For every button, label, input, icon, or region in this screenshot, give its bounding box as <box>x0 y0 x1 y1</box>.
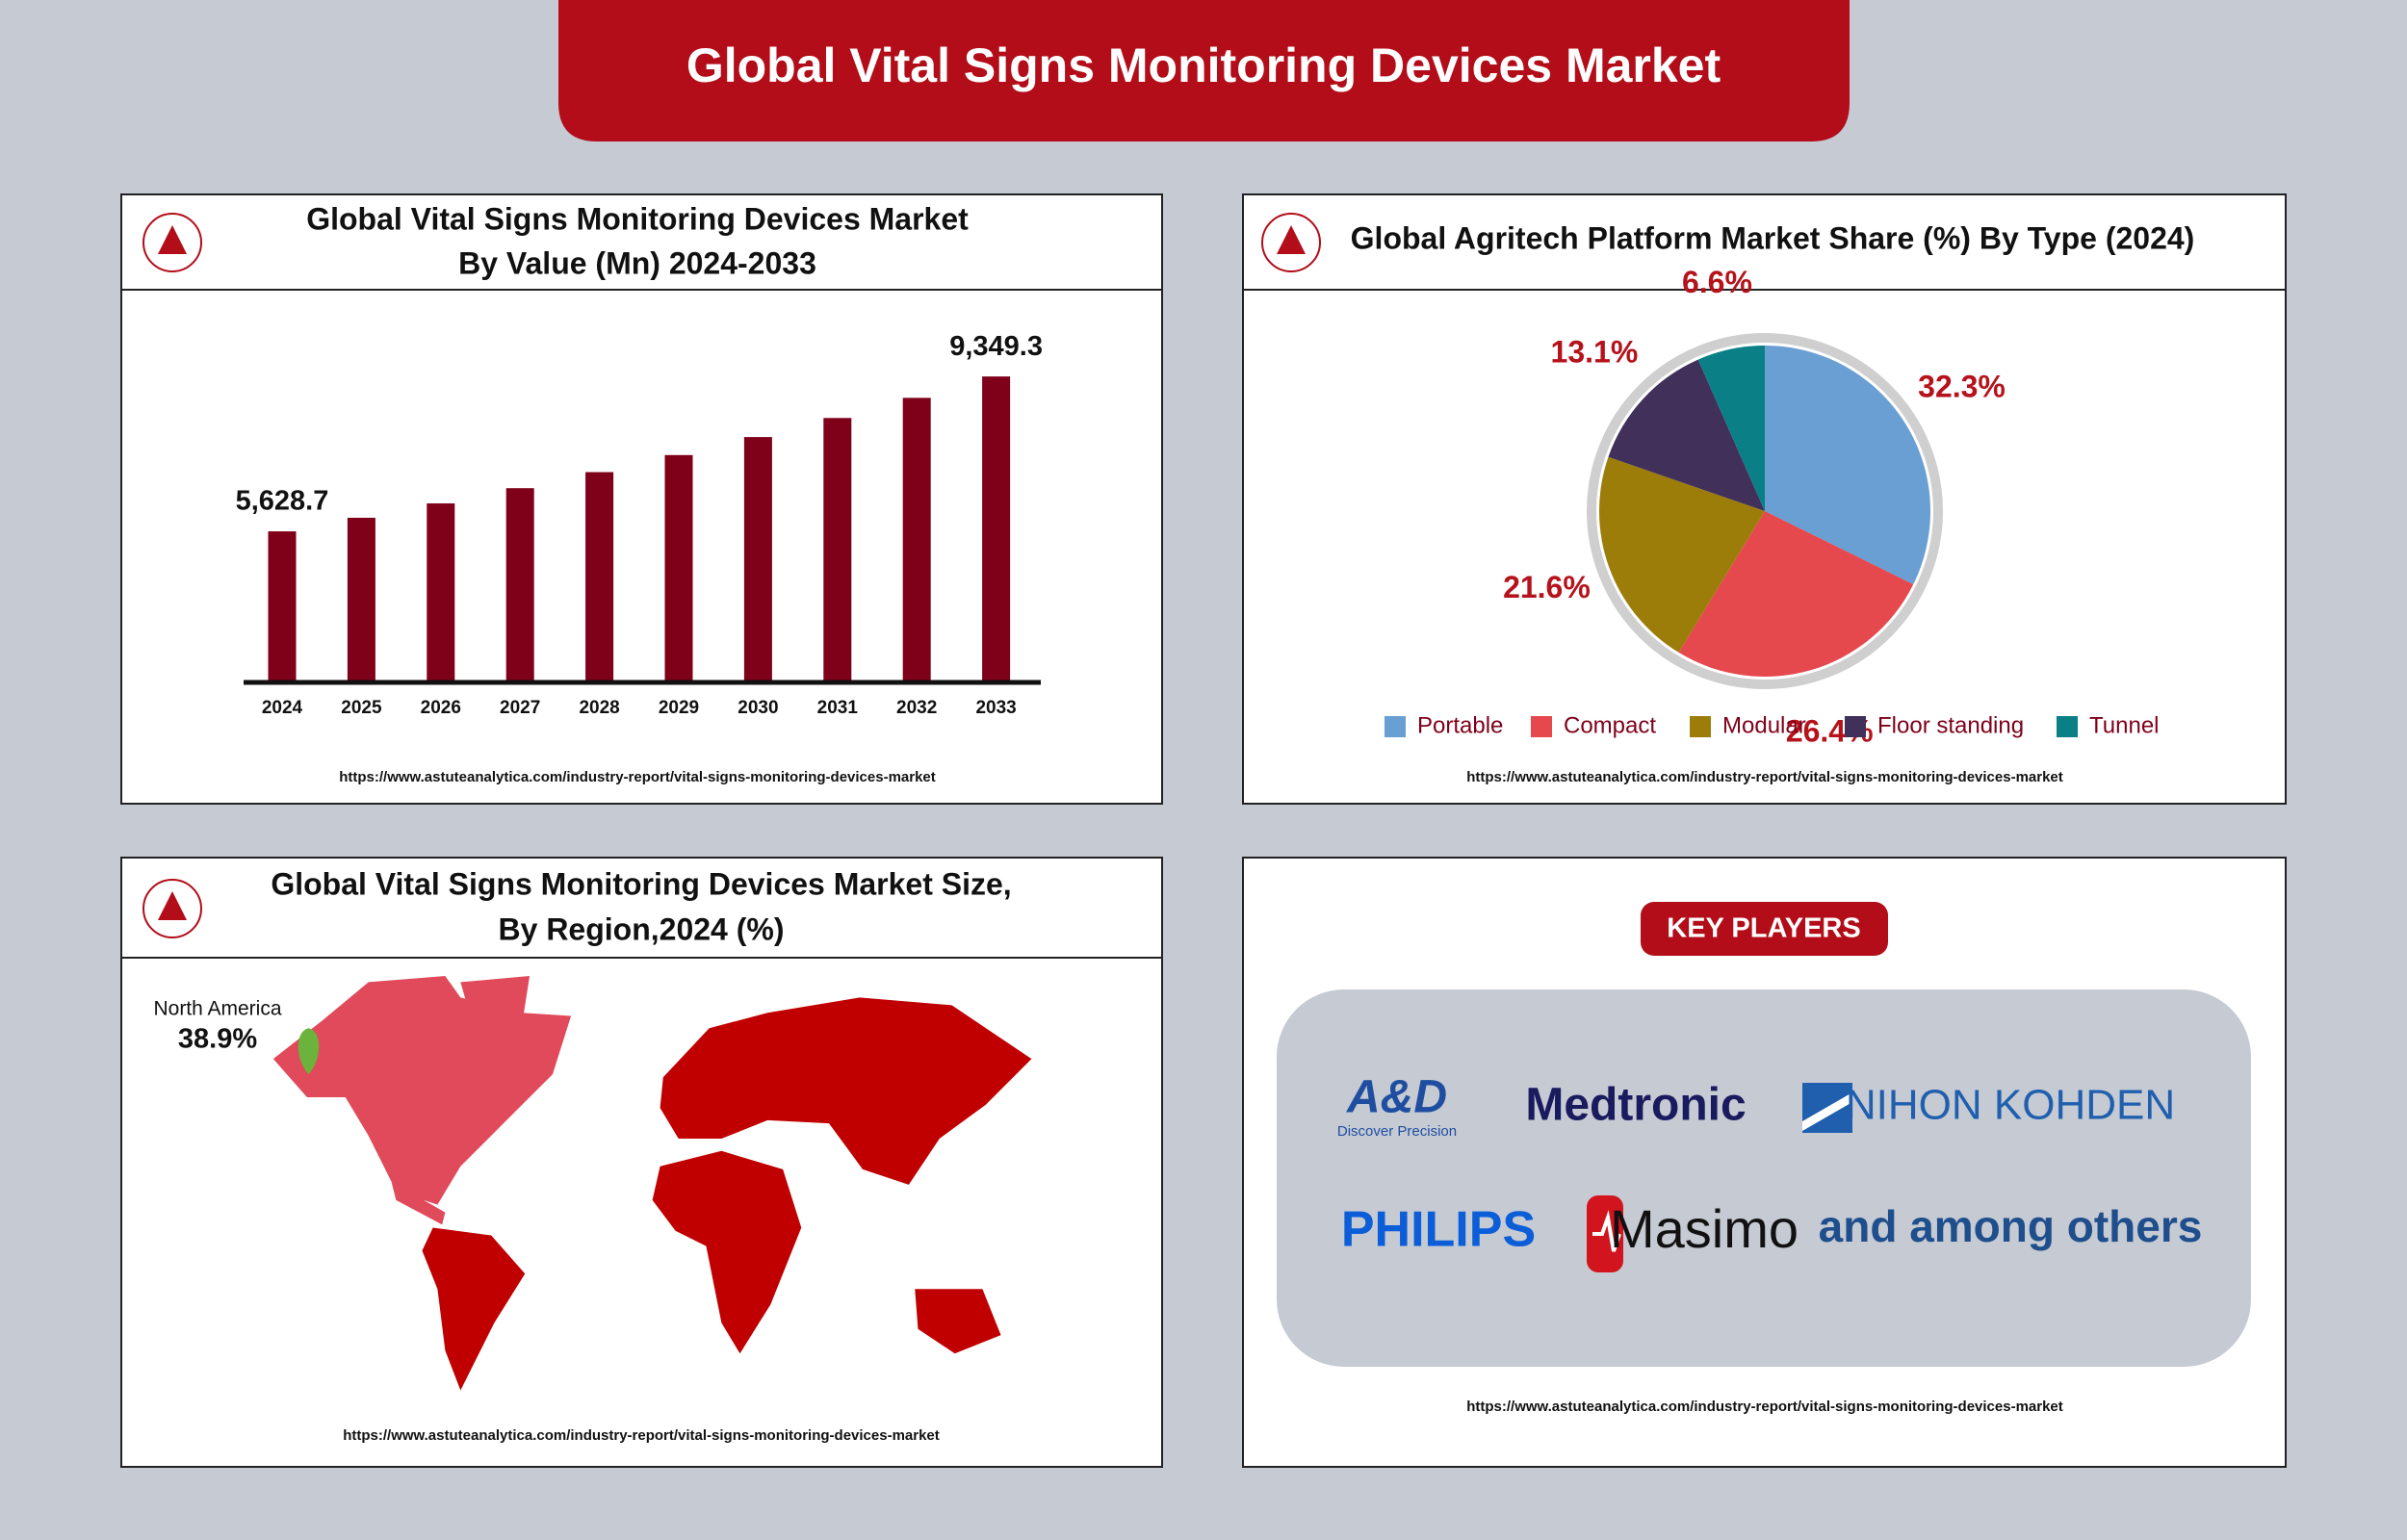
x-tick-label: 2026 <box>421 698 461 718</box>
bar <box>585 472 614 682</box>
region-label: North America <box>153 998 281 1020</box>
player-logo: Medtronic <box>1525 1080 1746 1131</box>
africa <box>652 1150 802 1354</box>
x-tick-label: 2033 <box>975 698 1016 718</box>
logo <box>142 213 202 272</box>
x-tick-label: 2030 <box>738 698 778 718</box>
panel-title: Global Agritech Platform Market Share (%… <box>1351 220 2195 255</box>
source-url: https://www.astuteanalytica.com/industry… <box>1466 769 2063 785</box>
bar <box>743 437 772 682</box>
legend-swatch <box>1845 716 1866 737</box>
panel-key-players: KEY PLAYERS A&D Discover Precision Medtr… <box>1242 857 2287 1468</box>
greenland <box>460 976 531 1047</box>
legend-swatch <box>1690 716 1711 737</box>
legend-label: Tunnel <box>2089 712 2160 738</box>
bar <box>347 517 375 682</box>
bar <box>902 398 931 682</box>
logo-mark <box>158 225 187 254</box>
eurasia <box>660 997 1032 1185</box>
pie-slice <box>1598 456 1765 653</box>
player-icon <box>1587 1195 1623 1272</box>
south-america <box>422 1227 526 1391</box>
panel-title: Global Vital Signs Monitoring Devices Ma… <box>271 866 1011 901</box>
legend-label: Portable <box>1417 712 1503 738</box>
bar <box>664 454 693 682</box>
legend-swatch <box>1385 716 1406 737</box>
source-url: https://www.astuteanalytica.com/industry… <box>1466 1399 2063 1415</box>
pie-slice <box>1678 511 1914 677</box>
source-url: https://www.astuteanalytica.com/industry… <box>339 769 936 785</box>
player-tagline: Discover Precision <box>1337 1123 1457 1140</box>
data-label: 13.1% <box>1551 334 1639 369</box>
central-america <box>391 1181 446 1225</box>
key-players-title: KEY PLAYERS <box>1667 913 1860 944</box>
player-logo: A&D <box>1346 1072 1447 1123</box>
panel-subtitle: By Value (Mn) 2024-2033 <box>458 245 816 280</box>
bar <box>427 503 455 682</box>
data-label: 9,349.3 <box>949 331 1043 362</box>
legend-label: Floor standing <box>1877 712 2024 738</box>
x-tick-label: 2029 <box>659 698 699 718</box>
australia <box>915 1289 1001 1354</box>
x-tick-label: 2032 <box>896 698 937 718</box>
data-label: 32.3% <box>1918 369 2006 403</box>
legend-swatch <box>2057 716 2078 737</box>
x-tick-label: 2025 <box>341 698 382 718</box>
header-title: Global Vital Signs Monitoring Devices Ma… <box>686 38 1721 92</box>
pie-slice <box>1608 359 1765 511</box>
data-label: 6.6% <box>1682 265 1752 299</box>
legend-label: Compact <box>1564 712 1656 738</box>
logo <box>1261 213 1321 272</box>
bar <box>268 531 297 682</box>
source-url: https://www.astuteanalytica.com/industry… <box>343 1427 940 1444</box>
player-icon-stripe <box>1802 1092 1852 1131</box>
logo-mark <box>158 891 187 920</box>
player-logo: Masimo <box>1610 1198 1799 1259</box>
data-label: 5,628.7 <box>236 486 329 517</box>
panel-title: Global Vital Signs Monitoring Devices Ma… <box>306 201 969 236</box>
bar <box>823 418 852 682</box>
logo <box>142 879 202 938</box>
logo-mark <box>1277 225 1306 254</box>
header-banner <box>558 0 1850 141</box>
world-map <box>272 976 1032 1391</box>
pie-slice <box>1765 346 1930 585</box>
x-tick-label: 2031 <box>817 698 859 718</box>
panel-frame <box>120 857 1163 1468</box>
x-tick-label: 2028 <box>579 698 619 718</box>
player-logo: PHILIPS <box>1341 1202 1536 1258</box>
legend-label: Modular <box>1722 712 1806 738</box>
bar <box>505 488 534 682</box>
x-tick-label: 2027 <box>500 698 540 718</box>
key-players-badge <box>1641 902 1888 956</box>
panel-subtitle: By Region,2024 (%) <box>499 911 785 946</box>
player-icon-pulse <box>1592 1210 1621 1252</box>
x-tick-label: 2024 <box>262 698 303 718</box>
data-label: 21.6% <box>1503 570 1591 604</box>
region-share: 38.9% <box>178 1024 257 1055</box>
player-logo: NIHON KOHDEN <box>1846 1082 2175 1129</box>
legend-swatch <box>1531 716 1552 737</box>
pie-slice <box>1697 346 1765 511</box>
panel-map: Global Vital Signs Monitoring Devices Ma… <box>120 857 1163 1468</box>
map-pin <box>298 1028 320 1075</box>
bar <box>982 376 1011 682</box>
players-box <box>1277 989 2251 1367</box>
players-others: and among others <box>1819 1201 2203 1251</box>
